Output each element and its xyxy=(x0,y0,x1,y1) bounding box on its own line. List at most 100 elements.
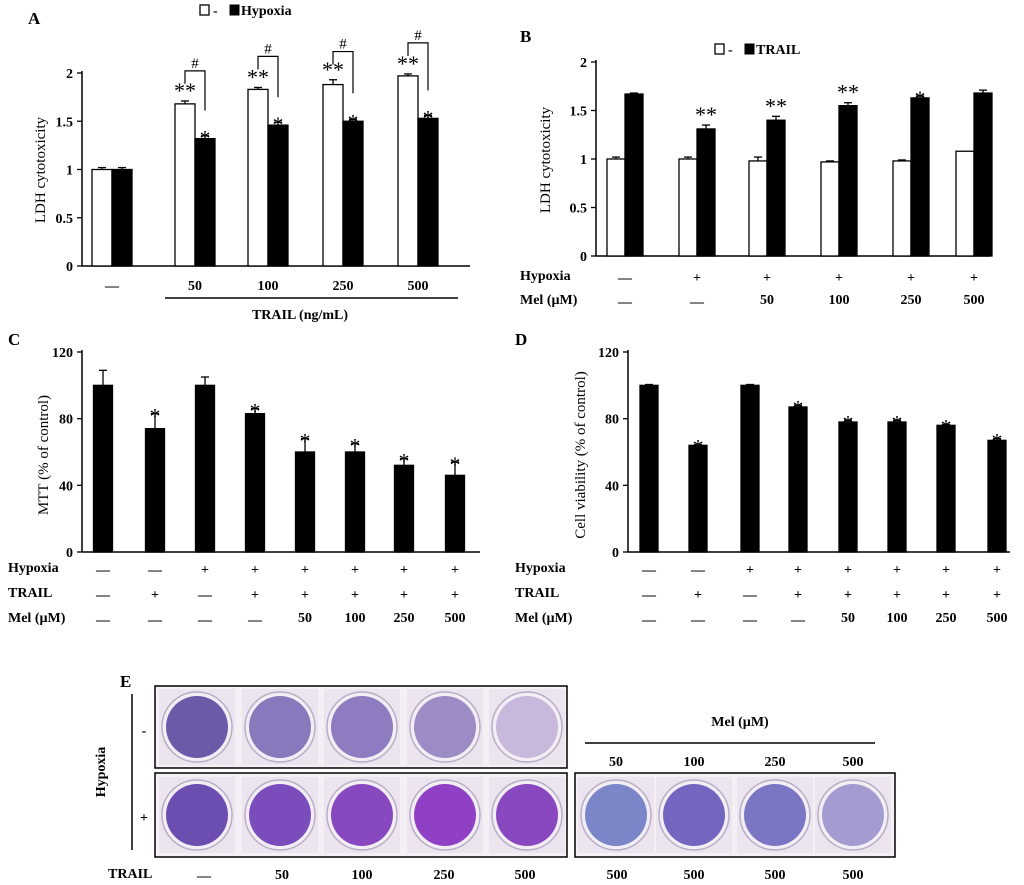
y-tick-label: 40 xyxy=(605,479,619,494)
row-value: — xyxy=(641,613,657,628)
row-value: + xyxy=(893,588,901,603)
legend-swatch-open xyxy=(714,43,725,55)
bar xyxy=(740,384,760,553)
y-tick-label: 80 xyxy=(59,413,73,428)
bar xyxy=(748,160,768,257)
bar xyxy=(955,150,975,257)
panel-c-letter: C xyxy=(8,330,20,349)
bar xyxy=(194,137,216,267)
row-value: + xyxy=(942,588,950,603)
row-value: — xyxy=(690,563,706,578)
legend-swatch-open xyxy=(199,4,210,16)
row-value: 500 xyxy=(445,611,466,626)
mel-value: 100 xyxy=(684,755,705,770)
mel-value: 500 xyxy=(843,755,864,770)
hypoxia-side-label: Hypoxia xyxy=(94,747,109,798)
significance-mark: * xyxy=(250,399,261,424)
category-label: 250 xyxy=(333,279,354,294)
y-tick-label: 1 xyxy=(580,153,587,168)
bar xyxy=(788,406,808,553)
y-tick-label: 0 xyxy=(66,546,73,561)
row-value: + xyxy=(400,563,408,578)
bar xyxy=(247,88,269,267)
panel-d-letter: D xyxy=(515,330,527,349)
row-value: + xyxy=(693,271,701,286)
trail-value: — xyxy=(196,869,212,884)
row-value: + xyxy=(151,588,159,603)
y-axis-label: LDH cytotoxicity xyxy=(538,106,554,213)
row-value: + xyxy=(993,563,1001,578)
y-tick-label: 40 xyxy=(59,479,73,494)
trail-value: 500 xyxy=(515,868,536,883)
trail-value: 500 xyxy=(607,868,628,883)
category-label: 100 xyxy=(258,279,279,294)
category-label: 500 xyxy=(408,279,429,294)
row-value: 50 xyxy=(841,611,855,626)
row-value: + xyxy=(351,588,359,603)
bar xyxy=(838,105,858,257)
row-value: 250 xyxy=(901,293,922,308)
category-label: — xyxy=(104,279,120,294)
trail-value: 500 xyxy=(684,868,705,883)
bar xyxy=(606,158,626,257)
row-label: Mel (µM) xyxy=(520,293,578,308)
bar xyxy=(624,93,644,257)
row-value: 250 xyxy=(394,611,415,626)
bar xyxy=(91,168,113,267)
significance-mark: * xyxy=(200,126,211,151)
row-value: — xyxy=(147,613,163,628)
row-value: — xyxy=(742,588,758,603)
y-tick-label: 0 xyxy=(580,250,587,265)
row-label: TRAIL xyxy=(8,586,52,601)
significance-mark: ** xyxy=(765,93,787,118)
bar xyxy=(194,384,216,553)
row-value: + xyxy=(907,271,915,286)
row-label: Mel (µM) xyxy=(8,611,66,626)
bar xyxy=(766,119,786,257)
bar xyxy=(973,92,993,257)
significance-mark: ** xyxy=(247,64,269,89)
row-value: — xyxy=(95,563,111,578)
bar xyxy=(444,474,466,553)
row-value: — xyxy=(690,613,706,628)
row-value: — xyxy=(617,271,633,286)
comparison-bracket xyxy=(184,70,206,111)
chart-panel-d: 0 40 80 120 Cell viability (% of control) * * *… xyxy=(515,346,1010,628)
panel-e-letter: E xyxy=(120,672,131,691)
x-axis-label: TRAIL (ng/mL) xyxy=(252,308,348,323)
bar xyxy=(322,83,344,267)
bar xyxy=(342,120,364,267)
mel-value: 250 xyxy=(765,755,786,770)
comparison-bracket xyxy=(257,55,279,98)
plate-well xyxy=(414,696,476,758)
y-tick-label: 2 xyxy=(580,56,587,71)
significance-mark: * xyxy=(892,410,903,435)
row-value: + xyxy=(970,271,978,286)
bar xyxy=(393,464,415,553)
legend-swatch-filled xyxy=(229,4,240,16)
row-value: + xyxy=(844,563,852,578)
row-value: + xyxy=(251,588,259,603)
significance-mark: * xyxy=(300,429,311,454)
panel-a-letter: A xyxy=(28,9,41,28)
row-value: + xyxy=(794,588,802,603)
bar xyxy=(344,451,366,553)
significance-mark: ** xyxy=(695,102,717,127)
plate-well xyxy=(166,784,228,846)
row-value: + xyxy=(694,588,702,603)
plate-well xyxy=(663,784,725,846)
row-value: + xyxy=(400,588,408,603)
y-tick-label: 2 xyxy=(66,67,73,82)
y-tick-label: 0.5 xyxy=(56,212,74,227)
bar xyxy=(111,168,133,267)
legend-label: - xyxy=(728,43,733,58)
significance-mark: * xyxy=(399,449,410,474)
trail-row-label: TRAIL xyxy=(108,867,152,882)
row-value: 100 xyxy=(829,293,850,308)
bracket-mark: # xyxy=(264,41,272,57)
significance-mark: ** xyxy=(322,57,344,82)
row-value: + xyxy=(794,563,802,578)
row-label: Hypoxia xyxy=(515,561,566,576)
significance-mark: ** xyxy=(397,51,419,76)
